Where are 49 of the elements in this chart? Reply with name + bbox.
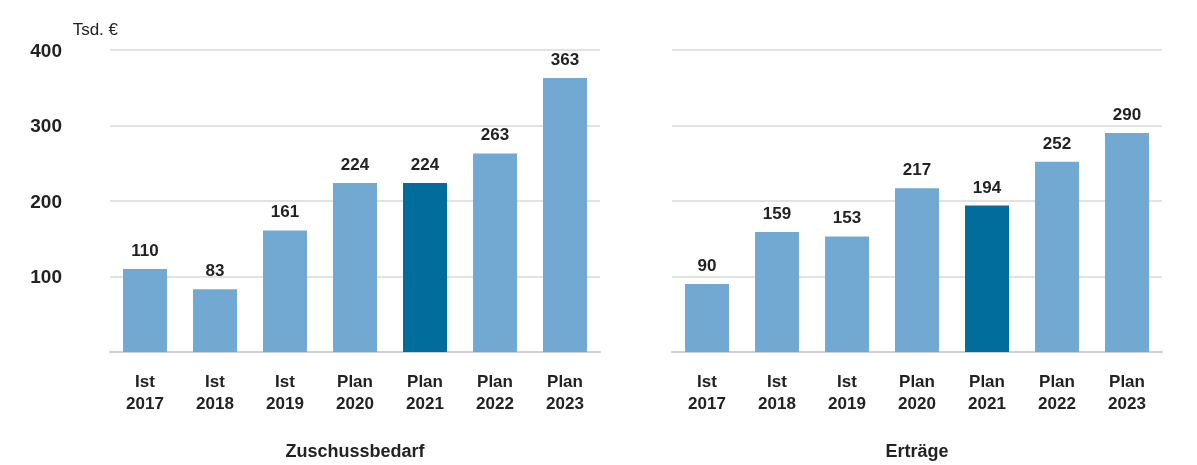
bar <box>543 77 587 352</box>
x-tick-label: Ist 2019 <box>828 371 866 413</box>
data-label: 224 <box>410 154 440 174</box>
bar <box>965 205 1009 352</box>
x-tick-label: Plan 2023 <box>1108 371 1146 413</box>
bar <box>333 182 377 352</box>
y-tick-label: 400 <box>30 39 62 61</box>
x-tick-label: Plan 2023 <box>546 371 584 413</box>
x-tick-label: Plan 2021 <box>406 371 444 413</box>
x-axis-title: Erträge <box>885 441 949 461</box>
data-label: 263 <box>480 125 510 145</box>
x-tick-label: Ist 2019 <box>266 371 304 413</box>
x-tick-label: Plan 2022 <box>1038 371 1076 413</box>
bar <box>403 182 447 352</box>
data-label: 194 <box>972 177 1002 197</box>
bar <box>685 284 729 352</box>
bar <box>1105 133 1149 352</box>
data-label: 90 <box>697 256 717 276</box>
data-label: 290 <box>1112 105 1142 125</box>
x-tick-label: Plan 2020 <box>898 371 936 413</box>
bar <box>123 268 167 352</box>
x-tick-label: Ist 2018 <box>196 371 234 413</box>
bar <box>825 236 869 352</box>
data-label: 161 <box>270 202 300 222</box>
bar <box>263 230 307 352</box>
data-label: 224 <box>340 154 370 174</box>
x-tick-label: Ist 2017 <box>688 371 726 413</box>
data-label: 153 <box>832 208 862 228</box>
y-tick-label: 100 <box>30 266 62 287</box>
y-tick-label: 200 <box>30 190 62 212</box>
x-axis-title: Zuschussbedarf <box>285 441 426 461</box>
x-tick-label: Ist 2017 <box>126 371 164 413</box>
data-label: 159 <box>762 203 792 223</box>
bar <box>473 153 517 352</box>
bar <box>755 231 799 352</box>
y-axis-title: Tsd. € <box>72 20 119 39</box>
x-tick-label: Ist 2018 <box>758 371 796 413</box>
data-label: 252 <box>1042 133 1072 153</box>
bar <box>1035 161 1079 352</box>
data-label: 110 <box>131 240 159 260</box>
data-label: 83 <box>205 261 225 281</box>
y-tick-label: 300 <box>30 115 62 136</box>
data-label: 363 <box>550 49 580 69</box>
data-label: 217 <box>902 160 932 180</box>
x-tick-label: Plan 2021 <box>968 371 1006 413</box>
bar <box>895 188 939 352</box>
x-tick-label: Plan 2022 <box>476 371 514 413</box>
x-tick-label: Plan 2020 <box>336 371 374 413</box>
bar <box>193 289 237 352</box>
